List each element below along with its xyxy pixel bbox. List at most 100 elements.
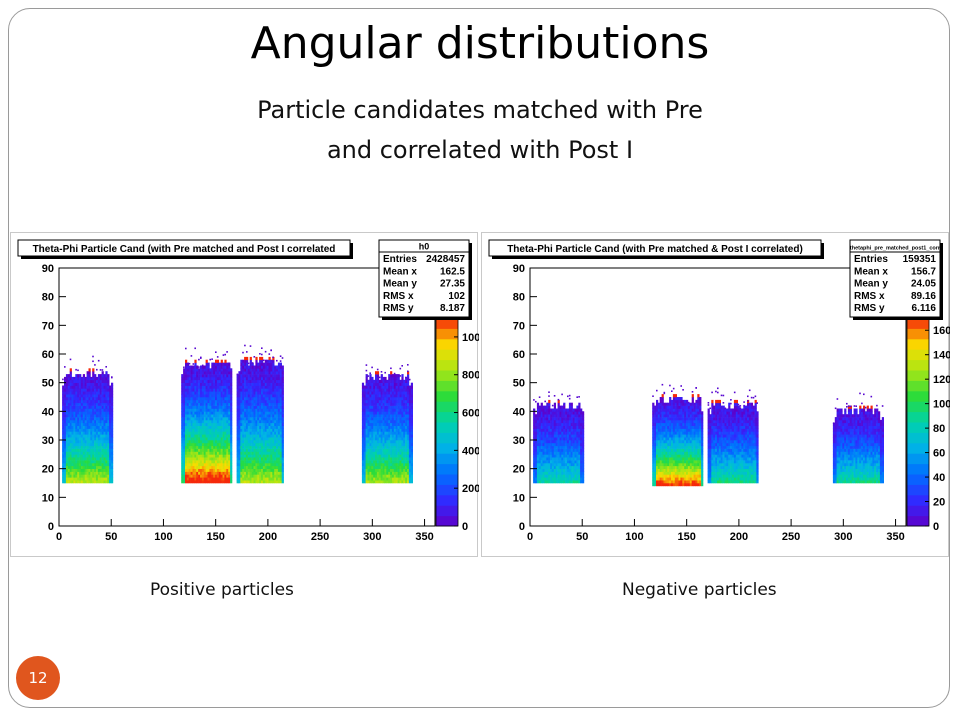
heatmap-cell <box>236 440 239 444</box>
heatmap-cell <box>101 437 104 441</box>
heatmap-cell <box>192 363 195 365</box>
heatmap-cell <box>548 445 551 449</box>
heatmap-cell <box>548 448 551 452</box>
heatmap-cell <box>542 442 545 447</box>
heatmap-cell <box>538 408 541 412</box>
heatmap-cell <box>565 477 568 481</box>
heatmap-cell <box>90 480 93 484</box>
heatmap-cell <box>261 468 264 472</box>
heatmap-cell <box>540 417 543 421</box>
heatmap-cell <box>276 405 279 409</box>
heatmap-cell <box>535 471 538 475</box>
heatmap-cell <box>216 391 220 395</box>
heatmap-cell <box>82 388 85 392</box>
heatmap-cell <box>64 460 67 464</box>
heatmap-cell <box>222 362 225 366</box>
heatmap-cell <box>251 471 254 475</box>
heatmap-cell <box>75 388 78 392</box>
heatmap-cell <box>548 468 551 472</box>
heatmap-cell <box>410 471 413 475</box>
heatmap-cell <box>371 428 374 432</box>
heatmap-cell <box>276 451 279 455</box>
heatmap-cell <box>97 379 101 383</box>
heatmap-cell <box>259 414 262 418</box>
heatmap-cell <box>77 399 80 404</box>
heatmap-cell <box>94 405 97 409</box>
heatmap-cell <box>261 451 264 455</box>
heatmap-cell <box>535 442 538 447</box>
heatmap-cell <box>67 454 70 458</box>
heatmap-cell <box>111 417 114 421</box>
heatmap-cell <box>382 394 385 398</box>
heatmap-cell <box>99 414 102 418</box>
heatmap-cell <box>365 462 368 467</box>
heatmap-cell <box>105 445 108 449</box>
heatmap-cell <box>209 468 212 472</box>
heatmap-cell <box>403 434 406 438</box>
heatmap-cell <box>371 445 374 449</box>
heatmap-cell <box>567 462 570 467</box>
heatmap-cell <box>255 468 258 472</box>
heatmap-cell <box>75 460 78 464</box>
heatmap-cell <box>270 414 273 418</box>
heatmap-cell <box>77 411 80 415</box>
heatmap-cell <box>257 408 260 412</box>
heatmap-cell <box>224 471 227 475</box>
heatmap-cell <box>268 465 271 469</box>
heatmap-cell <box>408 457 412 461</box>
heatmap-cell <box>371 376 374 381</box>
heatmap-cell <box>546 440 549 444</box>
heatmap-cell <box>186 419 189 424</box>
heatmap-cell <box>568 397 571 400</box>
heatmap-cell <box>97 385 101 389</box>
heatmap-cell <box>384 431 387 435</box>
heatmap-cell <box>244 365 247 369</box>
heatmap-cell <box>224 451 227 455</box>
heatmap-cell <box>218 388 221 392</box>
heatmap-cell <box>561 434 564 438</box>
heatmap-cell <box>551 442 555 447</box>
heatmap-cell <box>73 457 76 461</box>
heatmap-cell <box>107 385 110 389</box>
heatmap-cell <box>390 471 393 475</box>
heatmap-cell <box>386 445 389 449</box>
heatmap-cell <box>196 397 199 401</box>
heatmap-cell <box>376 394 380 398</box>
heatmap-cell <box>565 411 568 415</box>
heatmap-cell <box>397 465 400 469</box>
heatmap-cell <box>90 385 93 389</box>
heatmap-cell <box>268 419 271 424</box>
heatmap-cell <box>103 431 106 435</box>
heatmap-cell <box>69 462 72 467</box>
heatmap-cell <box>224 394 227 398</box>
heatmap-cell <box>390 434 393 438</box>
heatmap-cell <box>201 397 205 401</box>
heatmap-cell <box>546 448 549 452</box>
heatmap-cell <box>242 365 245 369</box>
heatmap-cell <box>399 399 402 404</box>
heatmap-cell <box>390 399 393 404</box>
heatmap-cell <box>548 457 551 461</box>
heatmap-cell <box>99 460 102 464</box>
heatmap-cell <box>236 465 239 469</box>
heatmap-cell <box>388 445 391 449</box>
heatmap-cell <box>264 376 267 381</box>
heatmap-cell <box>574 471 577 475</box>
heatmap-cell <box>376 368 379 371</box>
heatmap-cell <box>249 345 252 347</box>
heatmap-cell <box>378 465 381 469</box>
heatmap-cell <box>77 471 80 475</box>
heatmap-cell <box>274 465 277 469</box>
heatmap-cell <box>215 460 218 464</box>
heatmap-cell <box>82 437 85 441</box>
heatmap-cell <box>211 437 214 441</box>
heatmap-cell <box>257 468 260 472</box>
heatmap-cell <box>253 468 256 472</box>
heatmap-cell <box>551 468 555 472</box>
heatmap-cell <box>561 437 564 441</box>
heatmap-cell <box>64 431 67 435</box>
heatmap-cell <box>183 474 186 478</box>
heatmap-cell <box>399 411 402 415</box>
heatmap-cell <box>410 428 413 432</box>
heatmap-cell <box>77 402 80 406</box>
